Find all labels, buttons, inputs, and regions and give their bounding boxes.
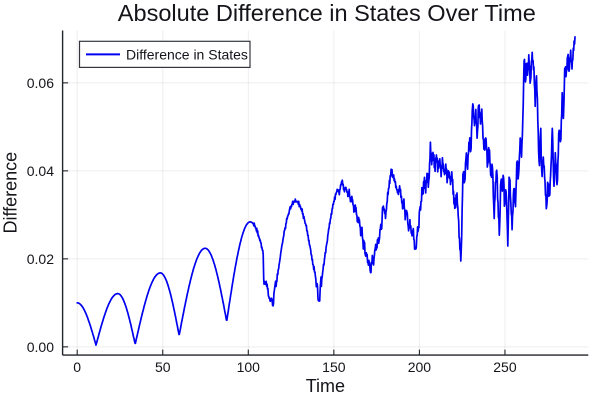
svg-text:Difference in States: Difference in States (126, 46, 248, 62)
svg-text:Absolute Difference in States: Absolute Difference in States Over Time (118, 0, 536, 26)
svg-text:0.04: 0.04 (27, 163, 54, 179)
svg-text:0.00: 0.00 (27, 339, 54, 355)
svg-text:0: 0 (73, 359, 81, 375)
svg-text:Difference: Difference (0, 152, 20, 234)
svg-text:100: 100 (237, 359, 261, 375)
svg-text:0.06: 0.06 (27, 75, 54, 91)
svg-text:150: 150 (322, 359, 346, 375)
svg-text:Time: Time (306, 376, 345, 396)
svg-text:50: 50 (155, 359, 171, 375)
svg-text:0.02: 0.02 (27, 251, 54, 267)
svg-text:200: 200 (408, 359, 432, 375)
svg-text:250: 250 (493, 359, 517, 375)
